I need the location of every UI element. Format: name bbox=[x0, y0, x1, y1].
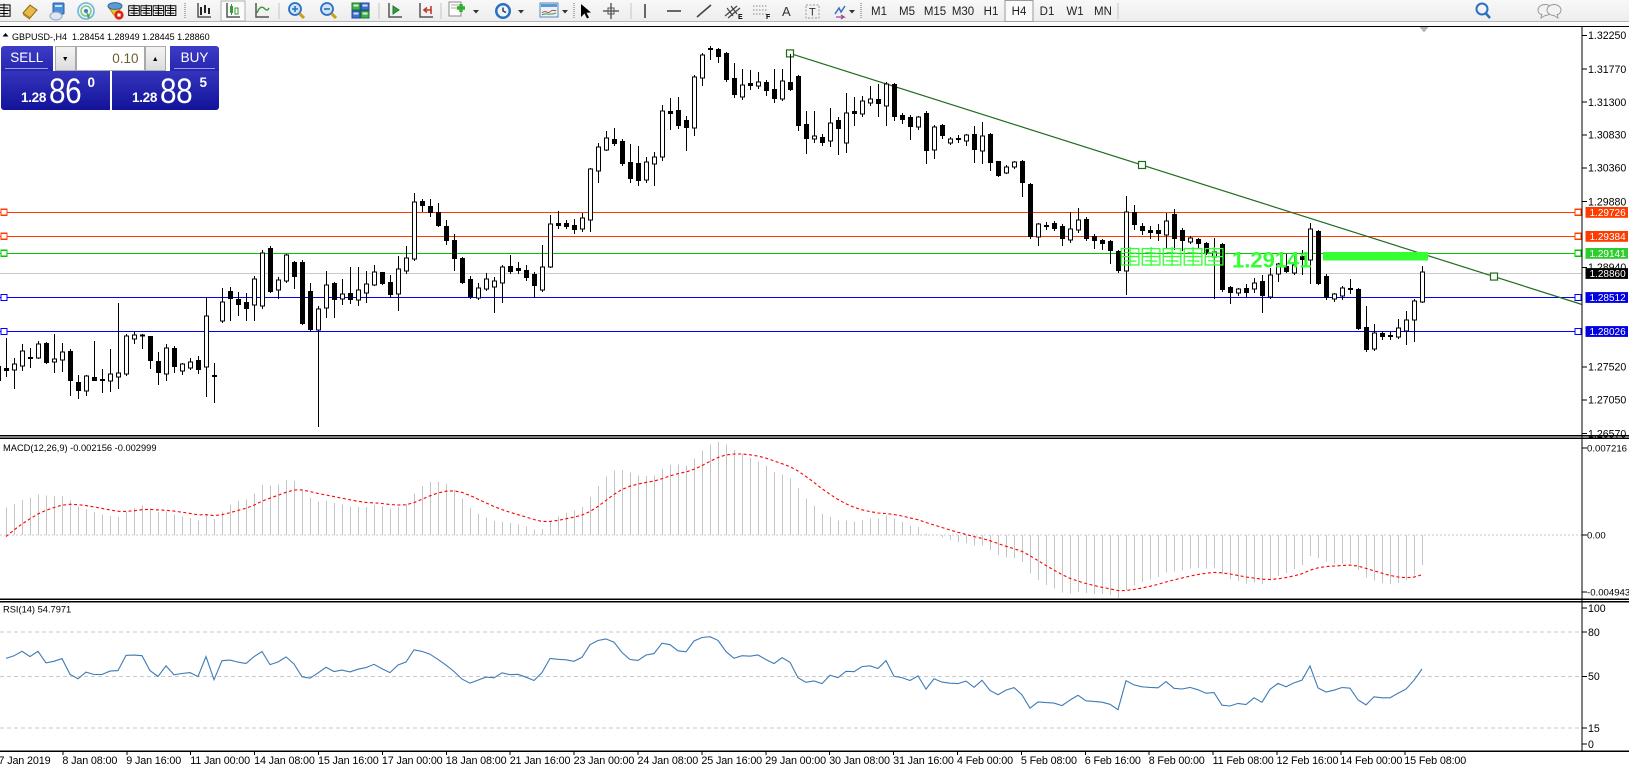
svg-text:1.31300: 1.31300 bbox=[1588, 97, 1626, 109]
svg-text:1.31770: 1.31770 bbox=[1588, 64, 1626, 76]
svg-text:1.29141: 1.29141 bbox=[1590, 249, 1627, 260]
svg-text:MN: MN bbox=[1094, 6, 1112, 18]
svg-text:0.007216: 0.007216 bbox=[1587, 444, 1627, 455]
svg-text:24 Jan 08:00: 24 Jan 08:00 bbox=[638, 755, 699, 767]
svg-text:30 Jan 08:00: 30 Jan 08:00 bbox=[829, 755, 890, 767]
svg-text:RSI(14) 54.7971: RSI(14) 54.7971 bbox=[3, 605, 71, 615]
svg-text:14 Jan 08:00: 14 Jan 08:00 bbox=[254, 755, 315, 767]
svg-text:7 Jan 2019: 7 Jan 2019 bbox=[0, 755, 51, 767]
svg-text:31 Jan 16:00: 31 Jan 16:00 bbox=[893, 755, 954, 767]
svg-text:6 Feb 16:00: 6 Feb 16:00 bbox=[1085, 755, 1141, 767]
svg-text:0.00: 0.00 bbox=[1587, 531, 1606, 542]
svg-text:1.28026: 1.28026 bbox=[1590, 327, 1627, 338]
svg-text:11 Feb 08:00: 11 Feb 08:00 bbox=[1213, 755, 1274, 767]
svg-text:GBPUSD-,H4 1.28454 1.28949 1.: GBPUSD-,H4 1.28454 1.28949 1.28445 1.288… bbox=[12, 32, 210, 42]
svg-text:D1: D1 bbox=[1040, 6, 1055, 18]
svg-text:E: E bbox=[738, 14, 743, 21]
svg-text:0: 0 bbox=[1588, 739, 1594, 751]
svg-text:1.28512: 1.28512 bbox=[1590, 293, 1627, 304]
svg-text:9 Jan 16:00: 9 Jan 16:00 bbox=[126, 755, 181, 767]
svg-text:1.27050: 1.27050 bbox=[1588, 395, 1626, 407]
svg-text:1.29384: 1.29384 bbox=[1590, 232, 1627, 243]
svg-text:H4: H4 bbox=[1012, 6, 1027, 18]
svg-text:F: F bbox=[766, 14, 771, 21]
svg-text:T: T bbox=[809, 7, 816, 19]
svg-text:23 Jan 00:00: 23 Jan 00:00 bbox=[574, 755, 635, 767]
svg-text:1.32250: 1.32250 bbox=[1588, 30, 1626, 42]
svg-text:A: A bbox=[782, 4, 791, 19]
svg-text:M1: M1 bbox=[871, 6, 887, 18]
svg-text:21 Jan 16:00: 21 Jan 16:00 bbox=[510, 755, 571, 767]
svg-text:1.29726: 1.29726 bbox=[1590, 208, 1627, 219]
svg-text:5 Feb 08:00: 5 Feb 08:00 bbox=[1021, 755, 1077, 767]
svg-text:1.27520: 1.27520 bbox=[1588, 362, 1626, 374]
svg-text:1.26570: 1.26570 bbox=[1588, 428, 1626, 440]
svg-text:1.29880: 1.29880 bbox=[1588, 196, 1626, 208]
svg-text:15 Jan 16:00: 15 Jan 16:00 bbox=[318, 755, 379, 767]
svg-text:1.30830: 1.30830 bbox=[1588, 130, 1626, 142]
svg-text:8 Feb 00:00: 8 Feb 00:00 bbox=[1149, 755, 1205, 767]
svg-text:M15: M15 bbox=[924, 6, 946, 18]
svg-text:-0.004943: -0.004943 bbox=[1587, 588, 1629, 599]
svg-text:MACD(12,26,9) -0.002156 -0.002: MACD(12,26,9) -0.002156 -0.002999 bbox=[3, 443, 157, 453]
svg-text:17 Jan 00:00: 17 Jan 00:00 bbox=[382, 755, 443, 767]
svg-text:1.28860: 1.28860 bbox=[1590, 269, 1627, 280]
svg-text:11 Jan 00:00: 11 Jan 00:00 bbox=[190, 755, 250, 767]
svg-text:8 Jan 08:00: 8 Jan 08:00 bbox=[62, 755, 117, 767]
svg-text:25 Jan 16:00: 25 Jan 16:00 bbox=[701, 755, 762, 767]
svg-text:18 Jan 08:00: 18 Jan 08:00 bbox=[446, 755, 507, 767]
svg-text:4 Feb 00:00: 4 Feb 00:00 bbox=[957, 755, 1013, 767]
svg-text:15 Feb 08:00: 15 Feb 08:00 bbox=[1404, 755, 1466, 767]
svg-text:50: 50 bbox=[1588, 671, 1600, 683]
svg-text:14 Feb 00:00: 14 Feb 00:00 bbox=[1340, 755, 1402, 767]
svg-text:W1: W1 bbox=[1066, 6, 1083, 18]
svg-text:29 Jan 00:00: 29 Jan 00:00 bbox=[765, 755, 826, 767]
svg-text:M5: M5 bbox=[899, 6, 915, 18]
svg-text:H1: H1 bbox=[984, 6, 999, 18]
svg-text:100: 100 bbox=[1588, 603, 1606, 615]
svg-text:M30: M30 bbox=[952, 6, 974, 18]
svg-text:80: 80 bbox=[1588, 627, 1600, 639]
svg-text:1.30360: 1.30360 bbox=[1588, 163, 1626, 175]
svg-text:12 Feb 16:00: 12 Feb 16:00 bbox=[1277, 755, 1339, 767]
svg-text:1.29141: 1.29141 bbox=[1232, 248, 1312, 273]
svg-text:15: 15 bbox=[1588, 723, 1600, 735]
